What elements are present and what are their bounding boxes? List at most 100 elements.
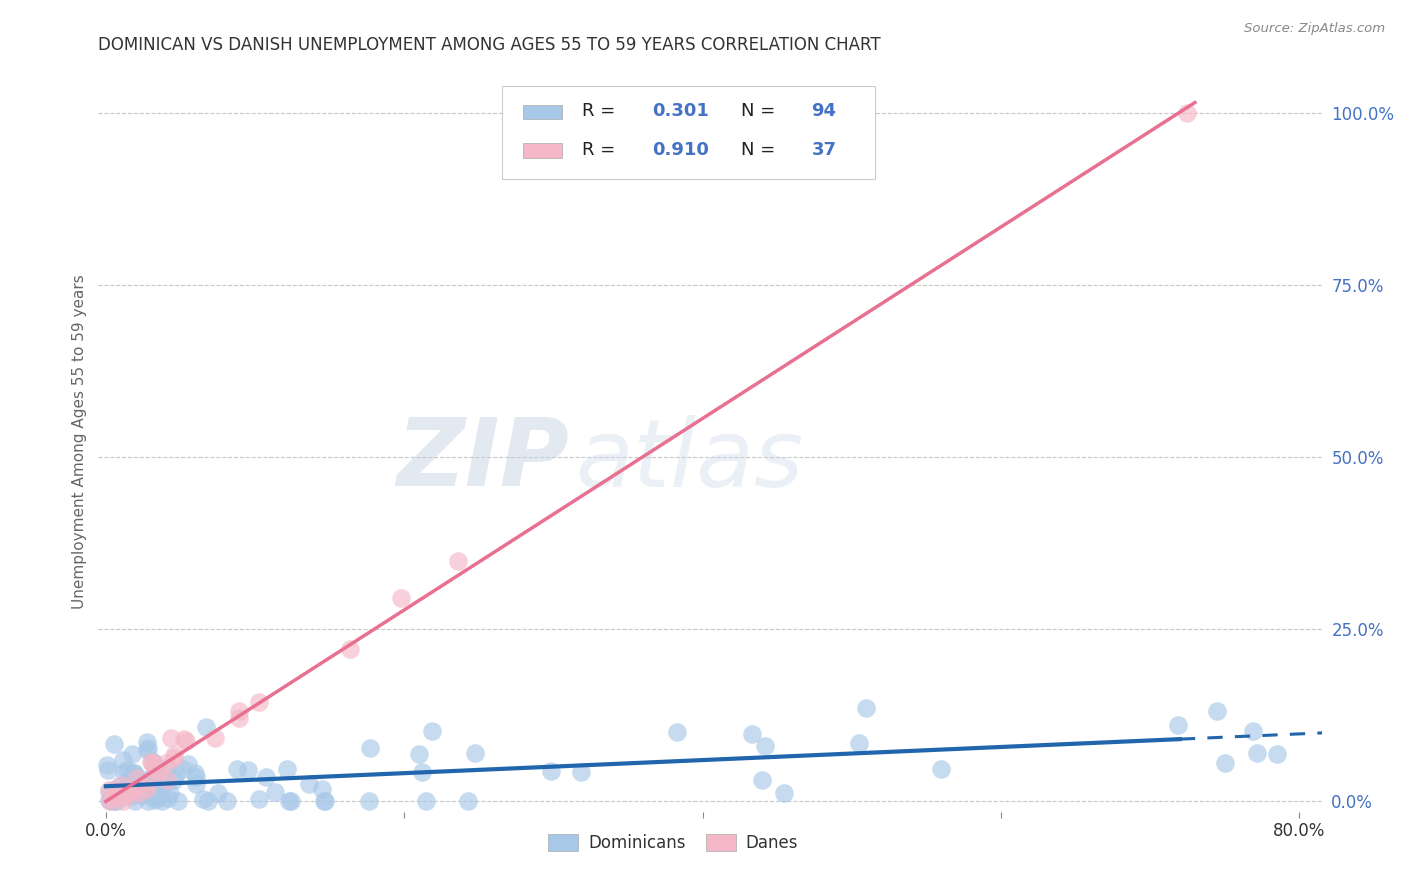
Point <box>136 781 159 796</box>
Point <box>97 763 120 777</box>
Point <box>121 782 143 797</box>
Point <box>184 770 207 784</box>
Point <box>142 756 165 770</box>
Text: R =: R = <box>582 141 620 159</box>
Point <box>191 792 214 806</box>
Point <box>138 794 160 808</box>
Point <box>1265 747 1288 762</box>
Point <box>173 732 195 747</box>
Point <box>389 591 412 605</box>
Point <box>184 765 207 780</box>
Point <box>155 773 177 788</box>
Point <box>97 793 120 807</box>
Point <box>120 771 142 785</box>
Point <box>848 736 870 750</box>
Point <box>155 760 177 774</box>
Bar <box>523 104 562 120</box>
Point <box>104 794 127 808</box>
Point <box>148 763 170 777</box>
Point <box>1246 746 1268 760</box>
Point <box>124 794 146 808</box>
Point <box>314 794 336 808</box>
Point <box>1241 724 1264 739</box>
Point <box>118 774 141 789</box>
Point <box>128 786 150 800</box>
Point <box>172 762 194 776</box>
Point <box>97 783 120 797</box>
Point <box>666 725 689 739</box>
Point <box>122 766 145 780</box>
Point <box>408 747 430 762</box>
Point <box>157 791 180 805</box>
Point <box>115 783 138 797</box>
Point <box>150 794 173 808</box>
Point <box>111 753 134 767</box>
Point <box>104 782 127 797</box>
Text: 0.301: 0.301 <box>652 103 710 120</box>
Point <box>152 776 174 790</box>
Point <box>197 794 219 808</box>
Text: 94: 94 <box>811 103 837 120</box>
Text: ZIP: ZIP <box>396 414 569 506</box>
Point <box>247 792 270 806</box>
Point <box>155 756 177 770</box>
Point <box>163 751 186 765</box>
Point <box>311 782 333 797</box>
Point <box>280 794 302 808</box>
Legend: Dominicans, Danes: Dominicans, Danes <box>541 828 806 859</box>
Point <box>754 739 776 753</box>
Point <box>145 764 167 779</box>
Point <box>312 794 335 808</box>
Point <box>98 794 121 808</box>
Point <box>167 794 190 808</box>
Point <box>117 780 139 794</box>
Point <box>120 789 142 804</box>
Point <box>163 773 186 788</box>
Point <box>569 765 592 780</box>
Point <box>143 793 166 807</box>
Point <box>177 756 200 771</box>
Point <box>121 785 143 799</box>
Point <box>215 794 238 808</box>
Text: N =: N = <box>741 103 780 120</box>
Point <box>107 779 129 793</box>
Point <box>1167 718 1189 732</box>
Point <box>112 785 135 799</box>
Point <box>184 777 207 791</box>
Point <box>118 783 141 797</box>
Point <box>107 786 129 800</box>
Bar <box>523 144 562 158</box>
Point <box>1213 756 1236 770</box>
Point <box>194 720 217 734</box>
Point <box>339 641 361 656</box>
Point <box>1205 704 1227 718</box>
Point <box>751 772 773 787</box>
Point <box>136 776 159 790</box>
Point <box>855 701 877 715</box>
Point <box>464 746 486 760</box>
Point <box>141 789 163 804</box>
Text: DOMINICAN VS DANISH UNEMPLOYMENT AMONG AGES 55 TO 59 YEARS CORRELATION CHART: DOMINICAN VS DANISH UNEMPLOYMENT AMONG A… <box>98 36 882 54</box>
Point <box>104 794 127 808</box>
Point <box>159 731 181 746</box>
Point <box>136 743 159 757</box>
Point <box>141 779 163 793</box>
Point <box>117 763 139 777</box>
Point <box>97 782 120 797</box>
Point <box>103 738 125 752</box>
Point <box>207 786 229 800</box>
Text: Source: ZipAtlas.com: Source: ZipAtlas.com <box>1244 22 1385 36</box>
Point <box>125 771 148 785</box>
Point <box>131 788 153 802</box>
Point <box>111 794 134 808</box>
Point <box>411 765 433 780</box>
Point <box>247 695 270 709</box>
Point <box>142 770 165 784</box>
Point <box>420 723 443 738</box>
Point <box>457 794 479 808</box>
FancyBboxPatch shape <box>502 87 875 178</box>
Point <box>238 763 260 777</box>
Point <box>228 711 250 725</box>
Point <box>122 766 145 780</box>
Point <box>254 770 277 784</box>
